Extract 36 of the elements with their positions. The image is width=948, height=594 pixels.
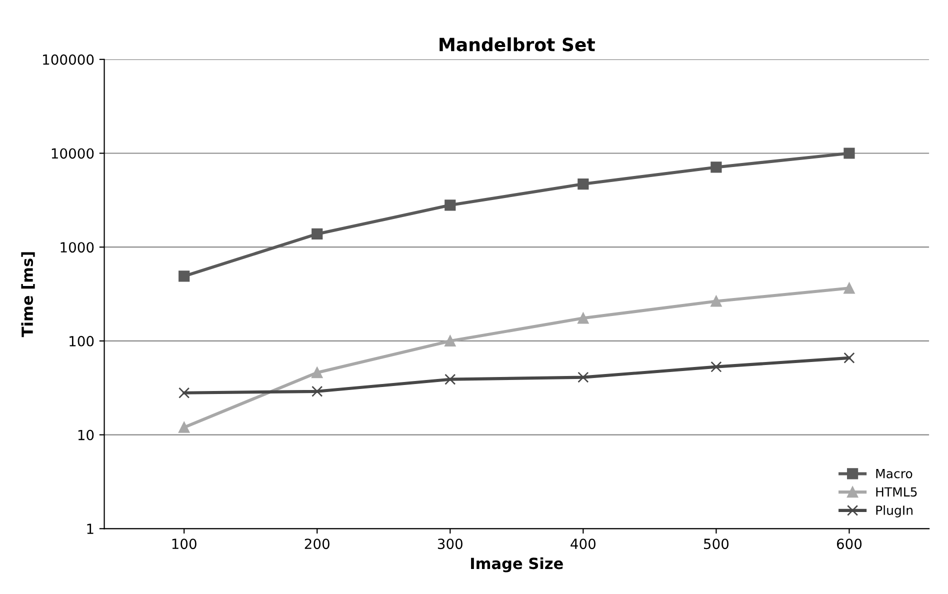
y-axis-title: Time [ms] — [21, 252, 35, 338]
point — [444, 335, 456, 347]
x-tick-label: 300 — [438, 538, 462, 550]
legend-label: PlugIn — [876, 505, 912, 518]
x-axis-title: Image Size — [471, 557, 563, 572]
point — [312, 367, 323, 378]
point — [312, 386, 323, 397]
x-tick-label: 100 — [172, 538, 196, 550]
point — [710, 296, 722, 307]
point — [710, 162, 722, 173]
point — [178, 270, 190, 282]
point — [178, 422, 190, 433]
y-tick-label: 10 — [78, 430, 94, 440]
point — [578, 372, 589, 383]
point — [710, 361, 722, 372]
y-tick-label: 100 — [70, 336, 94, 346]
point — [444, 374, 456, 385]
point — [844, 352, 855, 364]
x-tick-label: 500 — [704, 538, 729, 550]
point — [444, 200, 456, 211]
y-tick-label: 1000 — [60, 242, 94, 253]
point — [178, 387, 190, 398]
point — [578, 178, 589, 190]
point — [312, 228, 323, 240]
legend-label: Macro — [876, 469, 912, 478]
legend-label: HTML5 — [876, 487, 917, 497]
y-tick-label: 10000 — [52, 148, 94, 159]
x-tick-label: 600 — [836, 538, 862, 550]
point — [844, 148, 855, 159]
x-tick-label: 400 — [570, 538, 596, 550]
chart-title: Mandelbrot Set — [440, 37, 595, 52]
point — [844, 282, 855, 294]
y-tick-label: 1 — [87, 524, 94, 534]
point — [578, 312, 589, 324]
y-tick-label: 100000 — [43, 54, 94, 65]
x-tick-label: 200 — [304, 538, 330, 550]
